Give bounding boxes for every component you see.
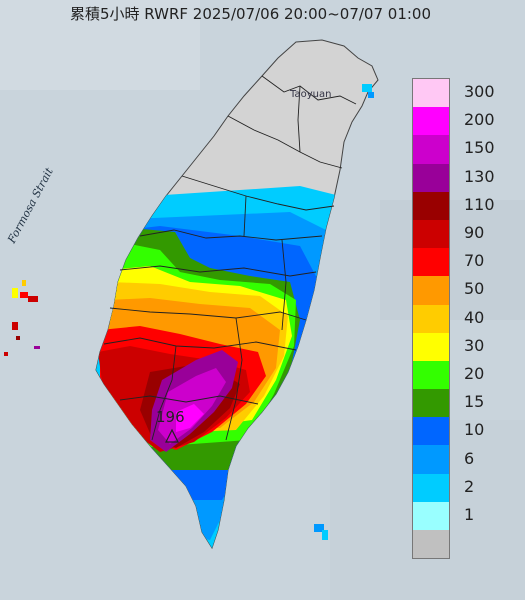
legend-label: 50 bbox=[464, 279, 485, 299]
legend-swatch bbox=[413, 417, 449, 446]
legend-swatch bbox=[413, 332, 449, 361]
legend-label: 10 bbox=[464, 420, 485, 440]
county-boundaries bbox=[103, 75, 357, 441]
legend-swatch bbox=[413, 191, 449, 220]
legend-swatch bbox=[413, 219, 449, 249]
legend-label: 110 bbox=[464, 194, 495, 214]
legend-label: 20 bbox=[464, 364, 485, 383]
legend-swatch bbox=[413, 501, 449, 530]
legend-swatch bbox=[413, 530, 449, 559]
max-rain-value: 196 bbox=[156, 408, 185, 426]
legend-swatch bbox=[413, 445, 449, 474]
rain-200mm bbox=[176, 404, 204, 432]
legend-swatch bbox=[413, 304, 449, 333]
legend-swatches bbox=[412, 78, 450, 560]
map-title: 累積5小時 RWRF 2025/07/06 20:00~07/07 01:00 bbox=[70, 5, 432, 23]
offshore-echoes bbox=[4, 84, 374, 540]
legend-swatch bbox=[413, 389, 449, 418]
legend-swatch bbox=[413, 135, 449, 164]
legend-swatch bbox=[413, 473, 449, 502]
legend-swatch bbox=[413, 163, 449, 192]
legend-label: 1 bbox=[464, 505, 475, 524]
legend-label: 130 bbox=[464, 166, 495, 186]
legend-label: 300 bbox=[464, 82, 495, 101]
legend-swatch bbox=[413, 79, 449, 108]
legend-label: 30 bbox=[464, 335, 485, 355]
legend-label: 40 bbox=[464, 307, 485, 327]
legend-label: 15 bbox=[464, 392, 485, 412]
legend-swatch bbox=[413, 248, 449, 277]
max-rain-marker-icon bbox=[165, 428, 179, 443]
legend-label: 150 bbox=[464, 138, 495, 158]
legend-label: 6 bbox=[464, 448, 475, 468]
legend-swatch bbox=[413, 276, 449, 305]
city-label: Taoyuan bbox=[289, 89, 331, 100]
legend-swatch bbox=[413, 360, 449, 390]
legend-label: 70 bbox=[464, 251, 485, 271]
legend-label: 90 bbox=[464, 223, 485, 242]
legend-label: 200 bbox=[464, 110, 495, 130]
legend-swatch bbox=[413, 107, 449, 136]
legend-label: 2 bbox=[464, 476, 475, 496]
